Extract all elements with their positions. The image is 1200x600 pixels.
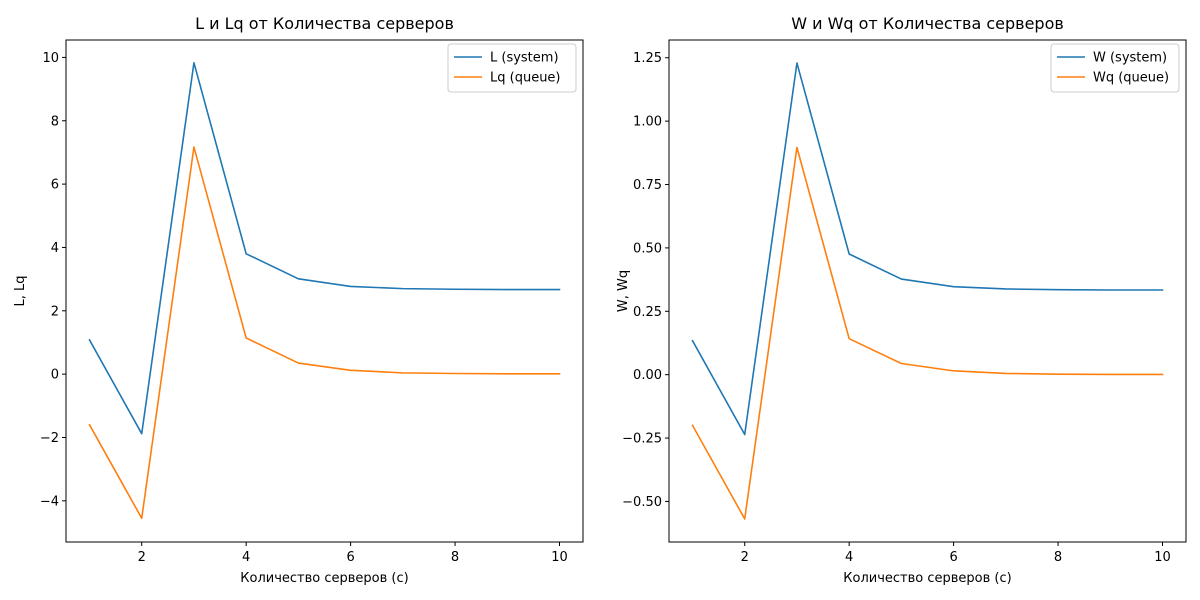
x-tick-label: 8 [1054,550,1062,565]
x-tick-label: 8 [451,550,459,565]
x-tick-label: 4 [845,550,853,565]
y-tick-label: 0.50 [633,241,662,256]
x-axis-label: Количество серверов (c) [843,571,1011,586]
y-tick-label: 2 [51,304,59,319]
y-tick-label: 6 [51,178,59,193]
y-axis-label: L, Lq [13,275,28,306]
y-tick-label: 8 [51,114,59,129]
axes-frame [65,39,584,543]
y-tick-label: 1.25 [633,51,662,66]
series-line-1 [88,61,561,435]
chart-panel-2: W и Wq от Количества серверов 2 4 6 8 10 −0.50… [616,14,1187,586]
chart-panel-1: L и Lq от Количества серверов 2 4 6 8 10 −4 −2 0… [13,14,584,586]
series-line-2 [88,146,561,520]
y-tick-label: −4 [40,494,59,509]
y-tick-label: 0 [51,368,59,383]
chart-title: L и Lq от Количества серверов [195,14,454,33]
x-tick-label: 6 [346,550,354,565]
x-tick-label: 6 [949,550,957,565]
y-tick-label: 0.75 [633,178,662,193]
x-tick-label: 2 [138,550,146,565]
legend: W (system) Wq (queue) [1050,43,1180,93]
legend-label-2: Wq (queue) [1093,71,1169,86]
axes-frame [668,39,1187,543]
y-tick-label: 10 [42,51,59,66]
legend-box [1050,43,1180,93]
x-axis-label: Количество серверов (c) [240,571,408,586]
legend-label-1: L (system) [490,51,559,66]
y-tick-label: 1.00 [633,115,662,130]
series-line-1 [691,62,1164,436]
y-tick-label: −0.25 [622,432,662,447]
legend-label-2: Lq (queue) [490,71,561,86]
x-tick-label: 10 [551,550,568,565]
x-tick-label: 10 [1154,550,1171,565]
series-line-2 [691,146,1164,520]
legend-label-1: W (system) [1093,51,1167,66]
y-axis-label: W, Wq [616,270,631,312]
legend-box [447,43,577,93]
y-tick-label: 0.25 [633,305,662,320]
legend: L (system) Lq (queue) [447,43,577,93]
chart-title: W и Wq от Количества серверов [791,14,1064,33]
x-tick-label: 2 [741,550,749,565]
y-tick-label: 0.00 [633,368,662,383]
x-tick-label: 4 [242,550,250,565]
y-tick-label: −2 [40,431,59,446]
y-tick-label: −0.50 [622,495,662,510]
y-tick-label: 4 [51,241,59,256]
